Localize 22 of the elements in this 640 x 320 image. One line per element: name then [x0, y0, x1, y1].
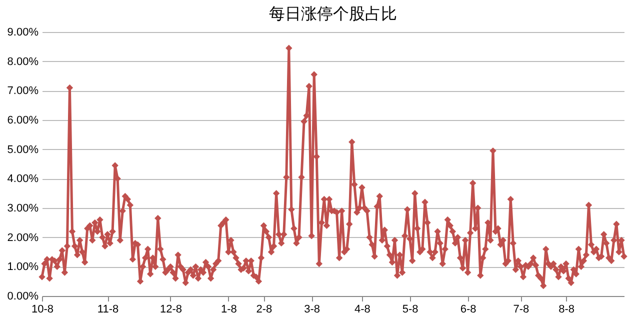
x-tick-label: 5-8	[402, 304, 418, 316]
y-tick-label: 4.00%	[7, 173, 39, 186]
x-tick-label: 11-8	[97, 304, 119, 316]
x-tick-label: 2-8	[256, 304, 272, 316]
y-tick-label: 9.00%	[7, 26, 39, 38]
y-tick-label: 3.00%	[7, 202, 39, 214]
x-tick-label: 6-8	[460, 304, 476, 316]
x-tick-label: 8-8	[558, 304, 575, 316]
y-tick-label: 7.00%	[7, 85, 39, 98]
x-tick-label: 4-8	[354, 304, 370, 316]
x-tick-label: 12-8	[160, 304, 182, 316]
y-tick-label: 8.00%	[7, 56, 39, 68]
x-tick-label: 7-8	[513, 304, 530, 316]
chart-title: 每日涨停个股占比	[269, 4, 397, 23]
x-tick-label: 3-8	[304, 304, 320, 316]
y-tick-label: 1.00%	[7, 261, 39, 274]
y-tick-label: 2.00%	[7, 232, 39, 244]
x-tick-label: 10-8	[31, 304, 54, 316]
y-tick-label: 6.00%	[7, 114, 39, 126]
x-tick-label: 1-8	[220, 304, 237, 316]
y-tick-label: 5.00%	[7, 144, 39, 156]
y-tick-label: 0.00%	[7, 290, 39, 302]
